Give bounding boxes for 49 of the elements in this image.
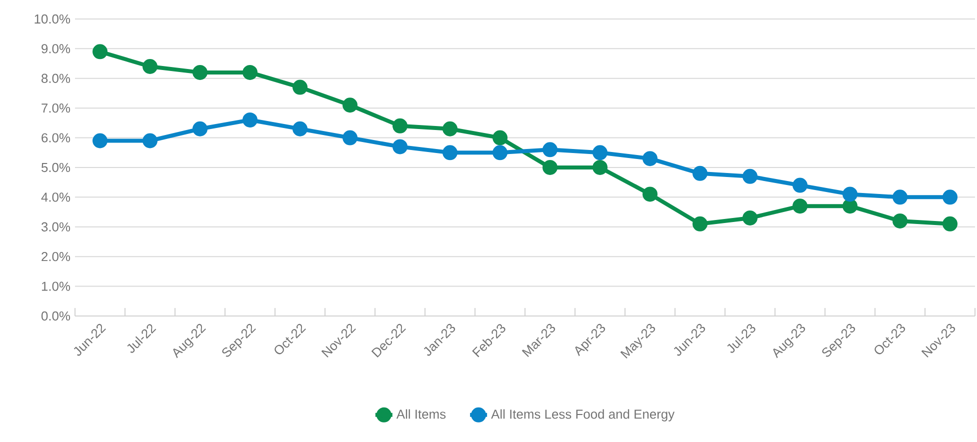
legend-label: All Items Less Food and Energy bbox=[491, 409, 675, 422]
point bbox=[92, 133, 108, 148]
point bbox=[692, 216, 708, 232]
y-tick-label: 8.0% bbox=[42, 74, 70, 83]
point bbox=[292, 121, 308, 136]
point bbox=[492, 130, 508, 146]
point bbox=[642, 186, 658, 202]
y-tick-label: 0.0% bbox=[41, 311, 70, 321]
y-tick-label: 2.0% bbox=[42, 252, 70, 262]
point bbox=[742, 210, 758, 226]
point bbox=[842, 198, 858, 214]
point bbox=[342, 130, 358, 146]
y-tick-label: 7.0% bbox=[42, 104, 70, 113]
y-tick-label: 6.0% bbox=[42, 133, 70, 142]
y-tick-label: 1.0% bbox=[42, 282, 70, 291]
point bbox=[592, 145, 608, 160]
point bbox=[892, 213, 908, 228]
point bbox=[392, 139, 408, 154]
point bbox=[192, 121, 208, 136]
point bbox=[142, 59, 158, 74]
point bbox=[242, 112, 258, 128]
point bbox=[892, 190, 908, 205]
point bbox=[842, 186, 858, 202]
point bbox=[542, 142, 558, 158]
point bbox=[692, 166, 708, 181]
point bbox=[942, 216, 958, 232]
point bbox=[92, 44, 108, 60]
point bbox=[642, 151, 658, 166]
y-tick-label: 10.0% bbox=[34, 14, 70, 24]
point bbox=[242, 64, 258, 80]
y-tick-label: 9.0% bbox=[42, 44, 70, 54]
point bbox=[592, 160, 608, 175]
y-tick-label: 3.0% bbox=[41, 222, 70, 232]
point bbox=[542, 160, 558, 175]
point bbox=[442, 145, 458, 160]
point bbox=[192, 64, 208, 80]
point bbox=[742, 168, 758, 184]
point bbox=[442, 121, 458, 136]
point bbox=[792, 198, 808, 214]
point bbox=[942, 190, 958, 205]
point bbox=[142, 133, 158, 148]
point bbox=[492, 145, 508, 160]
point bbox=[342, 98, 358, 113]
y-tick-label: 4.0% bbox=[41, 192, 70, 202]
point bbox=[392, 118, 408, 134]
y-tick-label: 5.0% bbox=[41, 162, 70, 172]
point bbox=[792, 178, 808, 193]
legend-label: All Items bbox=[396, 409, 446, 419]
point bbox=[292, 80, 308, 95]
